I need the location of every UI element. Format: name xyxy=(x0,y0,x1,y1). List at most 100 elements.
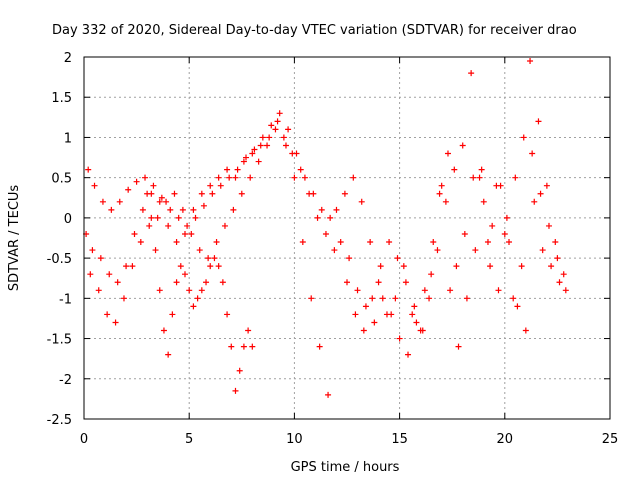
data-point xyxy=(362,303,369,310)
data-point xyxy=(327,214,334,221)
data-point xyxy=(236,367,243,374)
data-point xyxy=(160,327,167,334)
data-point xyxy=(388,311,395,318)
data-point xyxy=(133,178,140,185)
x-tick-label: 0 xyxy=(80,432,88,447)
y-tick-label: 1 xyxy=(64,131,72,146)
data-point xyxy=(192,214,199,221)
data-point xyxy=(537,190,544,197)
data-point xyxy=(232,387,239,394)
data-point xyxy=(299,239,306,246)
y-tick-label: -0.5 xyxy=(47,252,72,267)
data-point xyxy=(548,263,555,270)
data-point xyxy=(289,150,296,157)
data-point xyxy=(125,186,132,193)
data-point xyxy=(413,319,420,326)
data-point xyxy=(495,287,502,294)
data-point xyxy=(518,263,525,270)
data-point xyxy=(291,174,298,181)
data-point xyxy=(217,182,224,189)
data-point xyxy=(554,255,561,262)
data-point xyxy=(205,255,212,262)
y-tick-label: 0 xyxy=(64,212,72,227)
data-point xyxy=(123,263,130,270)
data-point xyxy=(268,122,275,129)
data-point xyxy=(426,295,433,302)
data-point xyxy=(266,134,273,141)
data-point xyxy=(280,134,287,141)
data-point xyxy=(350,174,357,181)
data-point xyxy=(379,295,386,302)
y-tick-label: -2.5 xyxy=(47,413,72,428)
data-point xyxy=(198,287,205,294)
data-point xyxy=(108,206,115,213)
data-point xyxy=(285,126,292,133)
data-point xyxy=(478,166,485,173)
data-point xyxy=(272,126,279,133)
data-point xyxy=(282,142,289,149)
data-point xyxy=(522,327,529,334)
data-point xyxy=(539,247,546,254)
data-point xyxy=(375,279,382,286)
data-point xyxy=(276,110,283,117)
data-point xyxy=(455,343,462,350)
data-point xyxy=(249,150,256,157)
data-point xyxy=(188,230,195,237)
data-point xyxy=(156,198,163,205)
grid xyxy=(84,57,610,419)
x-tick-label: 25 xyxy=(602,432,619,447)
series-track-3 xyxy=(87,126,338,326)
data-point xyxy=(430,239,437,246)
data-point xyxy=(297,166,304,173)
y-tick-label: -1.5 xyxy=(47,333,72,348)
data-point xyxy=(99,198,106,205)
data-point xyxy=(308,295,315,302)
data-point xyxy=(228,343,235,350)
data-point xyxy=(179,206,186,213)
data-point xyxy=(447,287,454,294)
data-point xyxy=(148,214,155,221)
data-point xyxy=(503,214,510,221)
data-points xyxy=(83,58,569,398)
data-point xyxy=(487,263,494,270)
data-point xyxy=(112,319,119,326)
data-point xyxy=(152,247,159,254)
data-point xyxy=(369,295,376,302)
axis-ticks: 0 5 10 15 20 25 -2.5 -2 -1.5 -1 -0.5 0 0.5 1 1.5 2 xyxy=(47,51,619,447)
data-point xyxy=(175,214,182,221)
data-point xyxy=(190,206,197,213)
data-point xyxy=(203,279,210,286)
data-point xyxy=(444,150,451,157)
series-track-2 xyxy=(85,110,334,229)
data-point xyxy=(150,182,157,189)
data-point xyxy=(535,118,542,125)
data-point xyxy=(171,190,178,197)
data-point xyxy=(354,287,361,294)
data-point xyxy=(470,174,477,181)
data-point xyxy=(531,198,538,205)
x-axis-label: GPS time / hours xyxy=(291,460,400,475)
data-point xyxy=(243,154,250,161)
data-point xyxy=(514,303,521,310)
data-point xyxy=(333,206,340,213)
data-point xyxy=(167,206,174,213)
data-point xyxy=(156,287,163,294)
data-point xyxy=(325,391,332,398)
data-point xyxy=(146,222,153,229)
data-point xyxy=(306,190,313,197)
data-point xyxy=(461,230,468,237)
data-point xyxy=(489,222,496,229)
series-track-6 xyxy=(337,182,563,358)
data-point xyxy=(142,174,149,181)
data-point xyxy=(139,206,146,213)
x-tick-label: 5 xyxy=(185,432,193,447)
data-point xyxy=(95,287,102,294)
data-point xyxy=(245,327,252,334)
data-point xyxy=(240,343,247,350)
data-point xyxy=(177,263,184,270)
data-point xyxy=(428,271,435,278)
data-point xyxy=(249,343,256,350)
data-point xyxy=(392,295,399,302)
data-point xyxy=(207,182,214,189)
data-point xyxy=(543,182,550,189)
